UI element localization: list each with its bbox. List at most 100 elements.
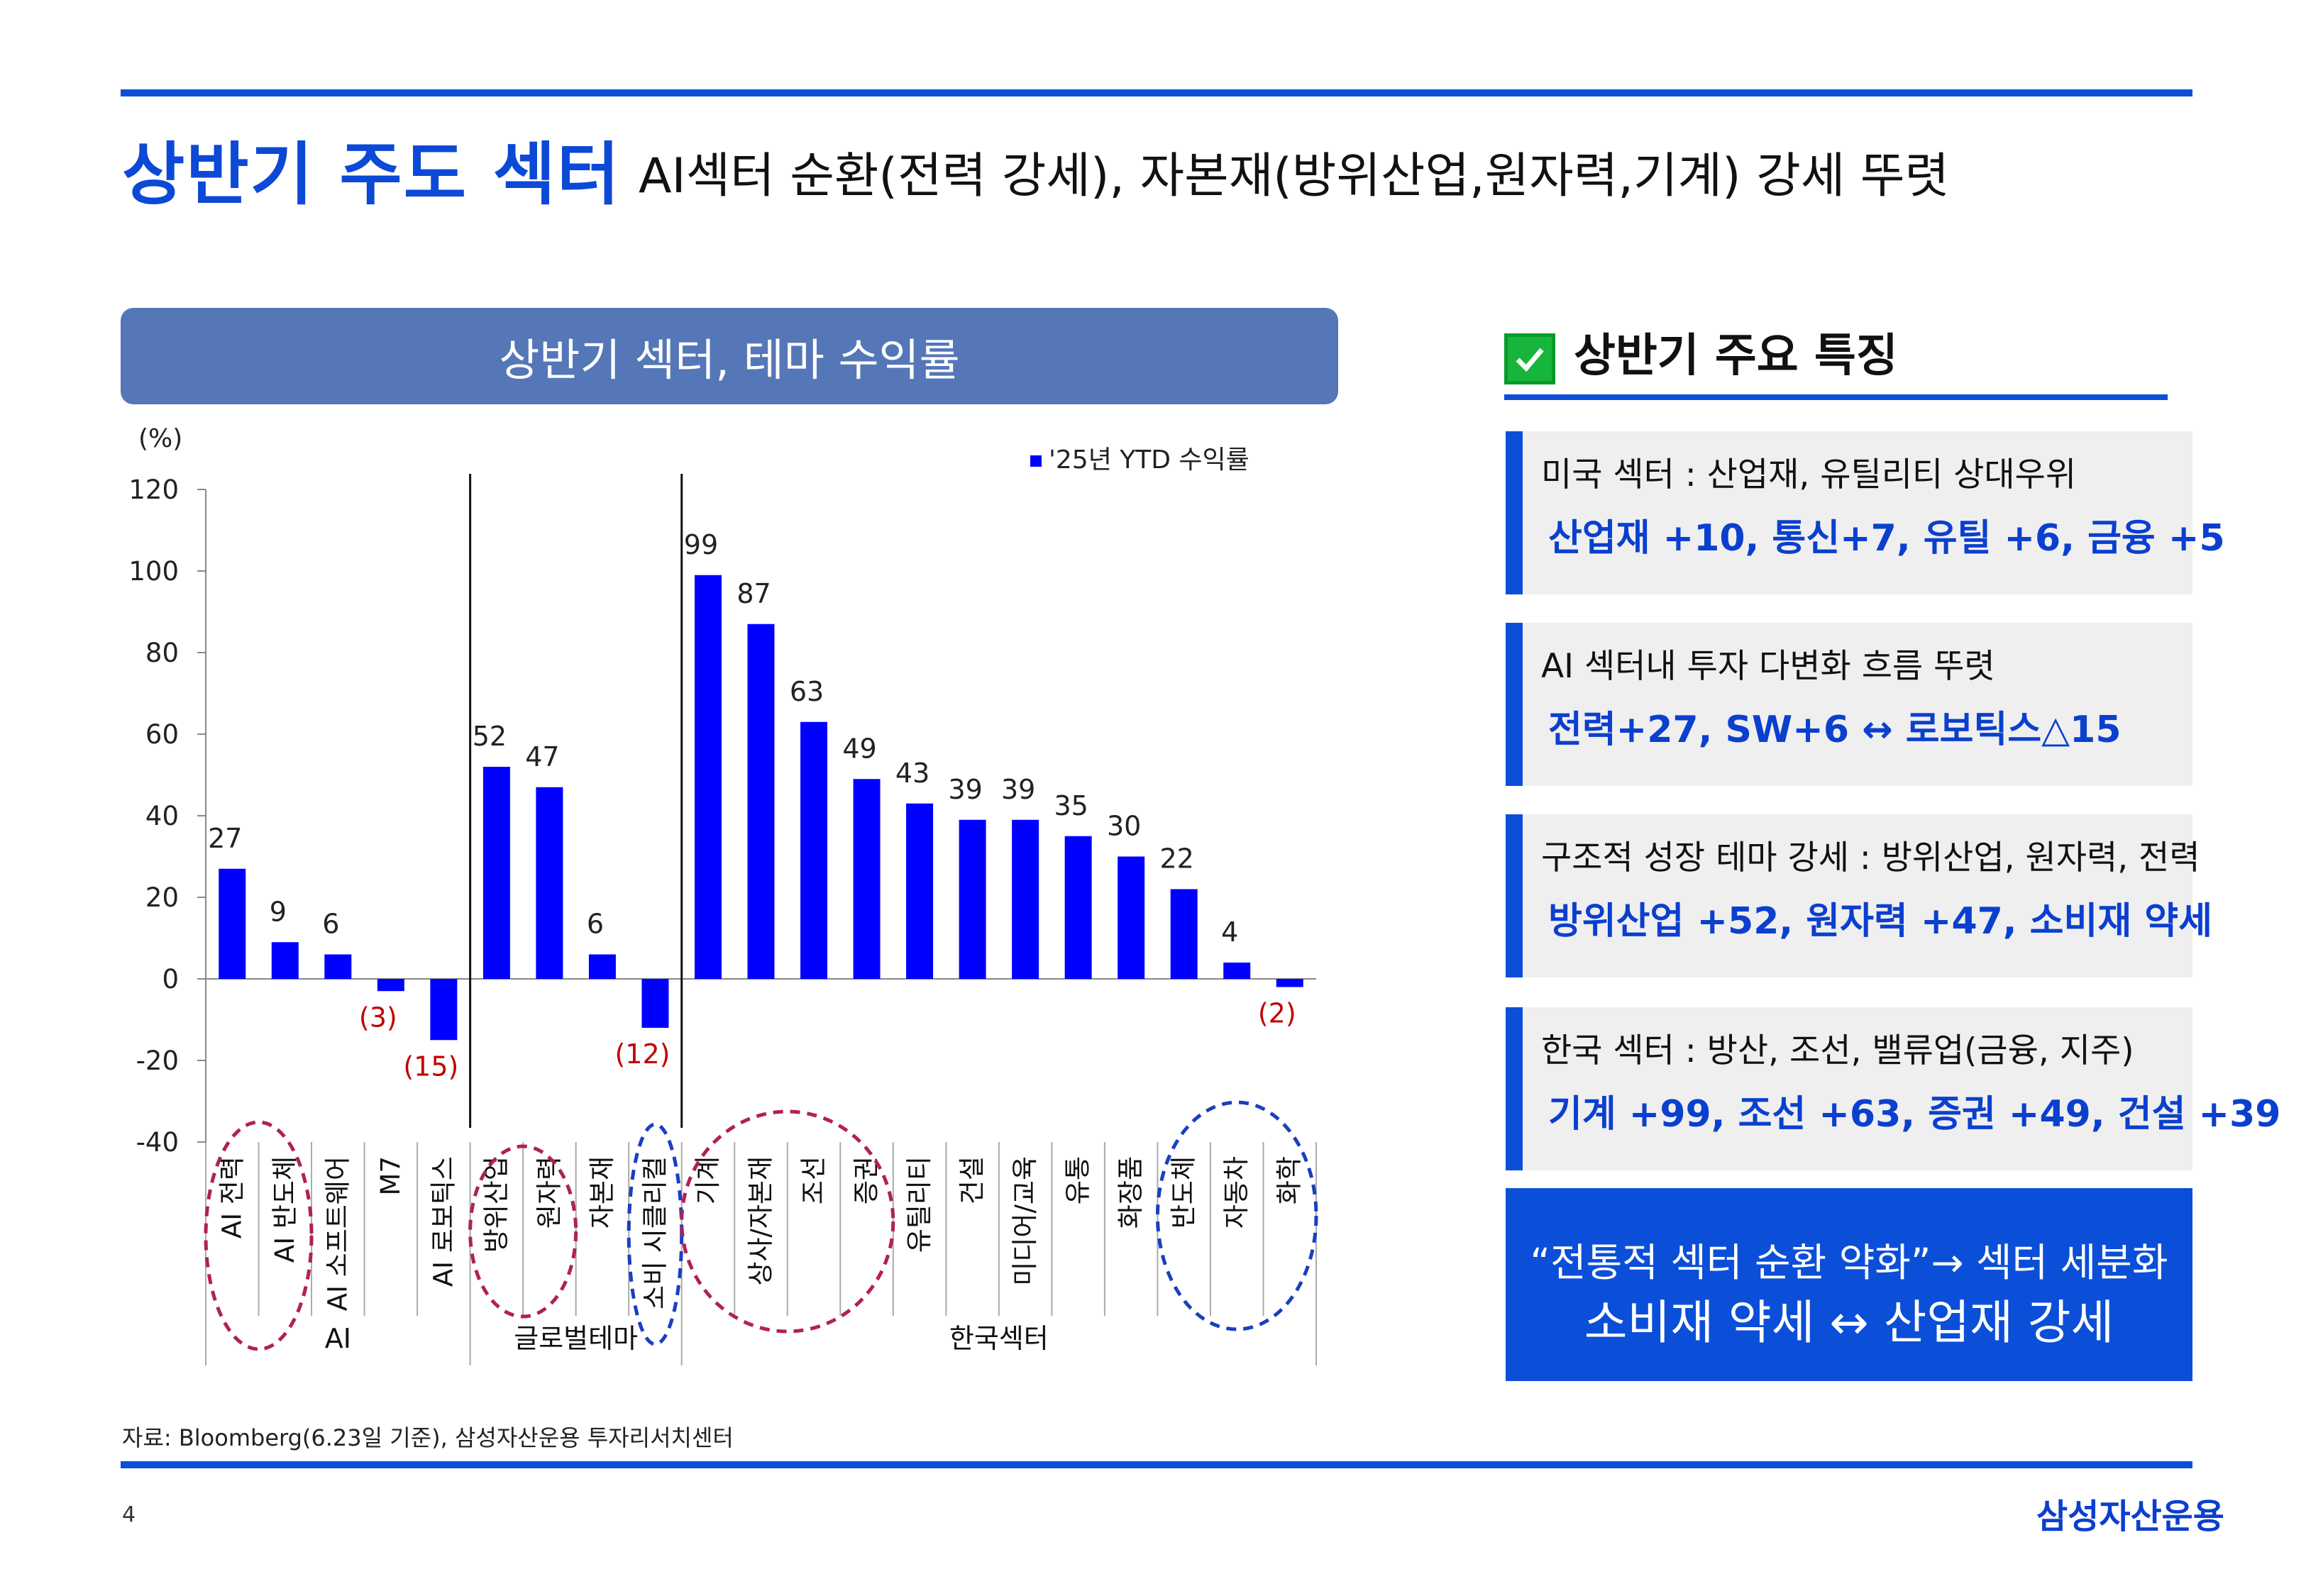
- feature-label: 구조적 성장 테마 강세 : 방위산업, 원자력, 전력: [1541, 838, 2200, 877]
- bar: [1223, 963, 1251, 979]
- category-label: 유통: [1063, 1156, 1093, 1204]
- category-label: 반도체: [1169, 1156, 1199, 1229]
- bar: [536, 787, 563, 979]
- highlight-circle: [1155, 1100, 1318, 1331]
- data-label: 6: [322, 909, 339, 940]
- bar: [271, 942, 299, 979]
- data-label: 22: [1160, 843, 1194, 875]
- bar: [588, 954, 616, 979]
- category-label: 미디어/교육: [1010, 1156, 1040, 1286]
- group-label: 글로벌테마: [514, 1323, 638, 1354]
- y-tick-label: 0: [162, 964, 179, 994]
- y-tick-label: 120: [128, 475, 179, 505]
- bar: [747, 624, 775, 979]
- category-label: AI 소프트웨어: [322, 1156, 353, 1311]
- feature-label: AI 섹터내 투자 다변화 흐름 뚜렷: [1541, 647, 1995, 686]
- page-number: 4: [122, 1502, 136, 1527]
- bar: [219, 868, 246, 979]
- chart-panel-title: 상반기 섹터, 테마 수익률: [121, 308, 1338, 404]
- bar: [1012, 819, 1039, 979]
- summary-line-1: “전통적 섹터 순환 약화”→ 섹터 세분화: [1530, 1240, 2168, 1285]
- data-label: 35: [1054, 790, 1088, 821]
- data-label: 52: [473, 721, 507, 752]
- data-label: 6: [587, 909, 604, 940]
- data-label: (15): [403, 1051, 458, 1082]
- feature-label: 한국 섹터 : 방산, 조선, 밸류업(금융, 지주): [1541, 1031, 2134, 1070]
- card-accent-bar: [1506, 1007, 1523, 1170]
- category-label: 상사/자본재: [746, 1156, 776, 1286]
- category-label: 자본재: [587, 1156, 617, 1229]
- checkbox-icon: [1504, 333, 1555, 384]
- data-label: 47: [525, 741, 559, 772]
- y-tick-label: 20: [145, 882, 179, 913]
- legend-swatch: [1030, 455, 1042, 467]
- highlight-circle: [204, 1120, 314, 1351]
- feature-highlight: 기계 +99, 조선 +63, 증권 +49, 건설 +39: [1548, 1093, 2281, 1136]
- bar: [959, 819, 986, 979]
- feature-card-us: 미국 섹터 : 산업재, 유틸리티 상대우위 산업재 +10, 통신+7, 유틸…: [1506, 431, 2225, 594]
- category-label: 화학: [1274, 1156, 1305, 1204]
- data-label: 87: [737, 578, 771, 609]
- feature-card-korea: 한국 섹터 : 방산, 조선, 밸류업(금융, 지주) 기계 +99, 조선 +…: [1506, 1007, 2280, 1170]
- data-label: 9: [270, 896, 287, 927]
- y-tick-label: -20: [136, 1046, 179, 1076]
- category-label: 원자력: [534, 1156, 564, 1229]
- data-label: 63: [790, 676, 824, 707]
- data-label: (2): [1258, 998, 1296, 1029]
- category-label: 방위산업: [481, 1156, 512, 1253]
- group-label: AI: [325, 1323, 351, 1354]
- bar: [853, 779, 881, 979]
- bar: [641, 979, 669, 1028]
- data-label: 99: [684, 529, 718, 560]
- category-label: AI 로보틱스: [428, 1156, 458, 1287]
- card-accent-bar: [1506, 431, 1523, 594]
- data-label: 30: [1107, 811, 1141, 842]
- group-label: 한국섹터: [949, 1323, 1049, 1354]
- y-tick-label: 60: [145, 719, 179, 750]
- bar: [1118, 856, 1145, 979]
- bar-chart: (%) 120 100 80 60 40 20 0 -20 -40 27 9 6 (3)(15) 52 47 6…: [128, 424, 1318, 1365]
- feature-highlight: 방위산업 +52, 원자력 +47, 소비재 약세: [1548, 900, 2212, 943]
- category-label: AI 전력: [216, 1156, 247, 1238]
- features-title: 상반기 주요 특징: [1574, 330, 1898, 382]
- category-label: 화장품: [1115, 1156, 1146, 1229]
- feature-card-structural: 구조적 성장 테마 강세 : 방위산업, 원자력, 전력 방위산업 +52, 원…: [1506, 814, 2212, 977]
- page-subtitle: AI섹터 순환(전력 강세), 자본재(방위산업,원자력,기계) 강세 뚜렷: [639, 148, 1950, 204]
- card-accent-bar: [1506, 623, 1523, 786]
- summary-line-2: 소비재 약세 ↔ 산업재 강세: [1584, 1295, 2114, 1350]
- data-label: 39: [948, 774, 982, 805]
- summary-box: “전통적 섹터 순환 약화”→ 섹터 세분화 소비재 약세 ↔ 산업재 강세: [1506, 1188, 2192, 1381]
- y-tick-label: 40: [145, 801, 179, 831]
- bar: [1276, 979, 1303, 987]
- highlight-circle: [468, 1144, 578, 1319]
- features-rule: [1504, 394, 2168, 400]
- bar: [800, 721, 828, 979]
- feature-highlight: 산업재 +10, 통신+7, 유틸 +6, 금융 +5: [1548, 517, 2225, 560]
- bar: [430, 979, 458, 1041]
- category-label: 유틸리티: [904, 1156, 934, 1253]
- y-tick-label: 100: [128, 556, 179, 587]
- category-label: 소비 시클리컬: [639, 1156, 670, 1309]
- page-title: 상반기 주도 섹터: [122, 135, 622, 214]
- bar: [377, 979, 404, 992]
- category-label: 건설: [957, 1156, 988, 1204]
- data-label: 39: [1001, 774, 1035, 805]
- bar: [324, 954, 352, 979]
- feature-highlight: 전력+27, SW+6 ↔ 로보틱스△15: [1548, 709, 2122, 751]
- data-label: 4: [1221, 916, 1238, 948]
- feature-card-ai: AI 섹터내 투자 다변화 흐름 뚜렷 전력+27, SW+6 ↔ 로보틱스△1…: [1506, 623, 2192, 786]
- bottom-rule: [121, 1461, 2192, 1468]
- data-label: 43: [895, 758, 929, 789]
- source-note: 자료: Bloomberg(6.23일 기준), 삼성자산운용 투자리서치센터: [122, 1424, 734, 1451]
- category-label: M7: [375, 1156, 406, 1195]
- data-label: (12): [614, 1038, 670, 1070]
- bar: [1064, 836, 1092, 979]
- category-label: 조선: [798, 1156, 829, 1204]
- y-axis-label: (%): [138, 424, 182, 453]
- bar: [906, 803, 934, 979]
- card-accent-bar: [1506, 814, 1523, 977]
- data-label: 27: [208, 823, 242, 854]
- legend-label: '25년 YTD 수익률: [1049, 445, 1249, 475]
- bar: [694, 575, 722, 979]
- category-label: 자동차: [1221, 1156, 1252, 1229]
